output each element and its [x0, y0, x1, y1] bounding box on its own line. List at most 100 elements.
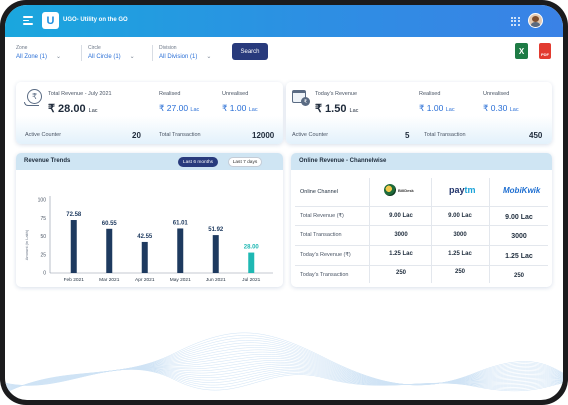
online-channel-header: Online Channel: [300, 189, 338, 195]
background-waves: [5, 332, 563, 394]
table-cell: 250: [454, 269, 465, 275]
table-cell: 3000: [511, 233, 527, 240]
bar: [177, 228, 184, 273]
bar-value-label: 51.92: [208, 227, 224, 233]
todays-revenue-card: ₹ Today's Revenue ₹ 1.50 Lac Realised ₹ …: [286, 82, 552, 144]
bar: [212, 235, 219, 273]
app-logo[interactable]: U: [42, 12, 59, 29]
table-cell: 9.00 Lac: [389, 213, 413, 219]
table-cell: 3000: [453, 232, 467, 238]
grid-icon[interactable]: [511, 17, 520, 26]
realised-value: ₹ 1.00 Lac: [419, 103, 455, 113]
y-tick-label: 75: [40, 216, 46, 222]
chevron-down-icon[interactable]: ⌄: [129, 54, 135, 60]
table-cell: 250: [513, 273, 524, 279]
revenue-trends-chart: Amount (in Lakh) 0 25 50 75 100 72.58 60.55 42…: [24, 196, 273, 283]
wave-line: [5, 342, 563, 392]
divider: [295, 225, 548, 226]
user-avatar[interactable]: [528, 13, 543, 28]
bar-value-label: 72.58: [66, 212, 82, 218]
x-tick-label: Jul 2021: [242, 277, 260, 283]
table-cell: 1.25 Lac: [505, 253, 533, 260]
todays-revenue-title: Today's Revenue: [315, 91, 358, 97]
chevron-down-icon[interactable]: ⌄: [55, 54, 62, 60]
zone-value[interactable]: All Zone (1): [16, 54, 48, 60]
division-value[interactable]: All Division (1): [159, 54, 198, 60]
y-tick-label: 25: [40, 252, 46, 258]
app-title: UGO- Utility on the GO: [63, 17, 128, 23]
row-label: Total Revenue (₹): [300, 213, 344, 219]
unrealised-value: ₹ 0.30 Lac: [483, 103, 519, 113]
bar-value-label: 42.55: [137, 234, 153, 240]
divider: [295, 265, 548, 266]
row-label: Today's Revenue (₹): [300, 252, 351, 258]
zone-label: Zone: [16, 45, 28, 51]
zone-filter[interactable]: Zone All Zone (1) ⌄: [16, 45, 61, 60]
total-revenue-title: Total Revenue - July 2021: [48, 91, 112, 97]
channelwise-panel: Online Revenue - Channelwise Online Chan…: [291, 153, 552, 287]
realised-value: ₹ 27.00 Lac: [159, 103, 200, 113]
active-counter-label: Active Counter: [292, 132, 329, 138]
active-counter-value: 20: [132, 131, 141, 140]
total-transaction-value: 12000: [252, 131, 275, 140]
pdf-export-icon[interactable]: PDF: [539, 43, 551, 59]
unrealised-label: Unrealised: [222, 91, 249, 97]
row-label: Total Transaction: [300, 232, 342, 238]
table-cell: 250: [395, 270, 406, 276]
y-tick-label: 0: [43, 271, 46, 277]
bar: [70, 220, 77, 273]
bar-value-label: 60.55: [102, 221, 118, 227]
rupee-coin-icon: ₹: [301, 97, 310, 106]
excel-export-icon[interactable]: X: [515, 43, 528, 59]
divider: [295, 245, 548, 246]
table-cell: 3000: [394, 232, 408, 238]
wave-line: [5, 340, 563, 392]
y-tick-label: 100: [38, 198, 47, 204]
table-cell: 1.25 Lac: [389, 251, 413, 257]
y-axis-title: Amount (in Lakh): [24, 229, 29, 260]
total-transaction-value: 450: [529, 131, 543, 140]
table-cell: 9.00 Lac: [505, 214, 533, 221]
revenue-coin-icon: ₹: [27, 89, 42, 104]
bar-value-label: 61.01: [173, 220, 189, 226]
x-tick-label: Jun 2021: [206, 277, 226, 283]
circle-filter[interactable]: Circle All Circle (1) ⌄: [88, 45, 135, 60]
chevron-down-icon[interactable]: ⌄: [206, 54, 212, 60]
division-filter[interactable]: Division All Division (1) ⌄: [159, 45, 211, 60]
division-label: Division: [159, 45, 177, 51]
search-button[interactable]: Search: [232, 43, 268, 60]
hamburger-icon[interactable]: [23, 16, 33, 25]
screen: U UGO- Utility on the GO Zone All Zone (…: [5, 5, 563, 400]
circle-value[interactable]: All Circle (1): [88, 54, 121, 60]
billdesk-label: BillDesk: [398, 188, 414, 193]
x-tick-label: May 2021: [170, 277, 191, 283]
divider: [431, 178, 432, 283]
total-transaction-label: Total Transaction: [424, 132, 466, 138]
divider: [152, 45, 153, 61]
row-label: Today's Transaction: [300, 272, 349, 278]
realised-label: Realised: [419, 91, 441, 97]
channelwise-title: Online Revenue - Channelwise: [299, 158, 387, 164]
unrealised-label: Unrealised: [483, 91, 510, 97]
hand-icon: [24, 102, 39, 106]
tab-last-6-months[interactable]: Last 6 months: [178, 157, 218, 167]
wave-line: [5, 337, 563, 393]
wave-line: [5, 369, 563, 392]
revenue-trends-panel: Revenue Trends Last 6 months Last 7 days…: [16, 153, 283, 287]
panel-header: [291, 153, 552, 170]
x-tick-label: Mar 2021: [99, 277, 120, 283]
y-tick-label: 50: [40, 234, 46, 240]
mobikwik-logo: MobiKwik: [503, 186, 541, 195]
divider: [81, 45, 82, 61]
bar: [248, 252, 255, 273]
tab-last-7-days[interactable]: Last 7 days: [228, 157, 262, 167]
unrealised-value: ₹ 1.00 Lac: [222, 103, 258, 113]
total-transaction-label: Total Transaction: [159, 132, 201, 138]
circle-label: Circle: [88, 45, 101, 51]
divider: [369, 178, 370, 283]
app-bar: U UGO- Utility on the GO: [5, 5, 563, 37]
total-revenue-card: ₹ Total Revenue - July 2021 ₹ 28.00 Lac …: [16, 82, 283, 144]
bar: [141, 241, 148, 273]
x-tick-label: Feb 2021: [64, 277, 85, 283]
